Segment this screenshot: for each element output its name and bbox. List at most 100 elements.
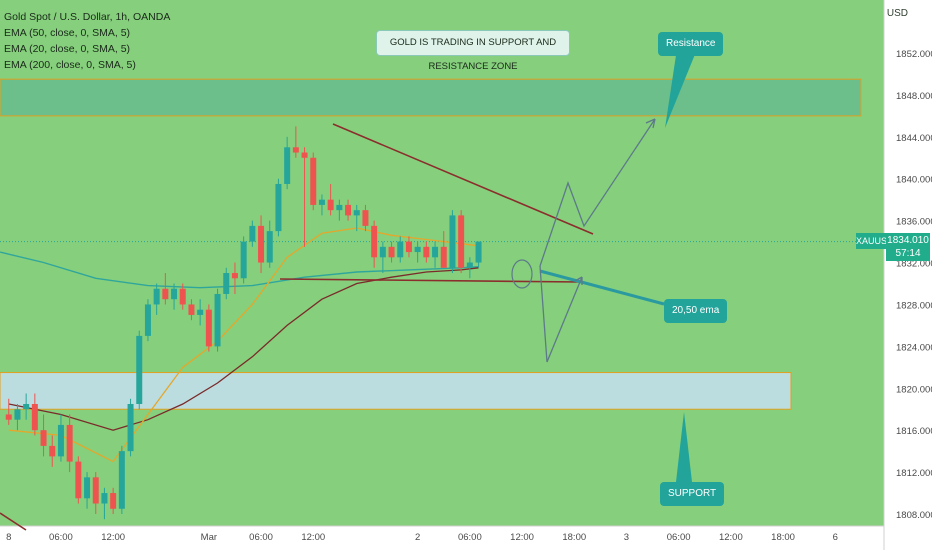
candle-up <box>379 246 386 258</box>
time-tick: 06:00 <box>49 532 73 543</box>
time-tick: Mar <box>201 532 217 543</box>
resistance-zone <box>0 78 862 117</box>
candle-down <box>327 199 334 211</box>
candle-down <box>388 246 395 258</box>
time-tick: 06:00 <box>458 532 482 543</box>
candle-down <box>49 445 56 457</box>
candle-down <box>423 246 430 258</box>
candle-up <box>475 241 482 263</box>
bearish-arrowhead <box>574 276 583 285</box>
headline-note[interactable]: GOLD IS TRADING IN SUPPORT AND RESISTANC… <box>376 30 570 72</box>
candle-up <box>153 288 160 305</box>
indicator-ema-20[interactable]: EMA (20, close, 0, SMA, 5) <box>4 43 131 55</box>
candle-up <box>432 246 439 258</box>
candle-down <box>75 461 82 499</box>
price-tick: 1852.000 <box>896 49 932 60</box>
price-tick: 1844.000 <box>896 133 932 144</box>
price-badge: 1834.010 57:14 <box>886 233 930 261</box>
candle-up <box>353 210 360 216</box>
price-tick: 1840.000 <box>896 175 932 186</box>
symbol-badge: XAUUSD <box>856 233 894 249</box>
resistance-pointer <box>665 42 700 128</box>
ema-callout[interactable]: 20,50 ema <box>664 299 728 323</box>
currency-label[interactable]: USD <box>886 8 908 19</box>
bearish-projection <box>539 265 583 363</box>
candle-up <box>23 403 30 410</box>
candle-down <box>440 246 447 268</box>
support-pointer <box>676 412 692 482</box>
candle-up <box>223 273 230 294</box>
support-trendline <box>279 278 583 283</box>
time-tick: 12:00 <box>510 532 534 543</box>
last-price: 1834.010 <box>887 235 929 246</box>
price-tick: 1832.000 <box>896 259 932 270</box>
bar-countdown: 57:14 <box>895 248 921 259</box>
price-tick: 1812.000 <box>896 468 932 479</box>
time-tick: 6 <box>833 532 838 543</box>
price-tick: 1820.000 <box>896 384 932 395</box>
candle-down <box>258 225 265 263</box>
time-tick: 12:00 <box>301 532 325 543</box>
time-tick: 18:00 <box>562 532 586 543</box>
candle-down <box>345 204 352 216</box>
time-tick: 12:00 <box>101 532 125 543</box>
resistance-callout[interactable]: Resistance <box>658 32 724 56</box>
support-zone <box>0 372 792 410</box>
descending-trendline <box>332 123 594 235</box>
candle-down <box>40 430 47 446</box>
candle-down <box>301 152 308 158</box>
candle-up <box>84 477 91 499</box>
price-tick: 1808.000 <box>896 510 932 521</box>
bullish-projection <box>539 118 656 267</box>
price-tick: 1828.000 <box>896 300 932 311</box>
candle-up <box>127 403 134 452</box>
ema-pointer <box>539 269 665 306</box>
candle-down <box>162 288 169 300</box>
candle-down <box>92 477 99 504</box>
indicator-ema-50[interactable]: EMA (50, close, 0, SMA, 5) <box>4 27 131 39</box>
highlight-circle <box>511 259 533 289</box>
candle-up <box>144 304 151 336</box>
candle-up <box>284 147 291 184</box>
candle-down <box>66 424 73 462</box>
candle-up <box>266 231 273 263</box>
candle-up <box>171 288 178 300</box>
time-tick: 06:00 <box>667 532 691 543</box>
price-tick: 1848.000 <box>896 91 932 102</box>
candle-up <box>136 335 143 404</box>
support-callout[interactable]: SUPPORT <box>660 482 725 506</box>
old-trendline <box>0 512 27 531</box>
candle-down <box>310 157 317 205</box>
time-axis-panel <box>0 526 884 550</box>
ema50-line <box>8 267 479 431</box>
time-tick: 12:00 <box>719 532 743 543</box>
ema200-line <box>0 251 479 289</box>
candle-up <box>214 293 221 347</box>
time-tick: 18:00 <box>771 532 795 543</box>
candle-down <box>31 403 38 431</box>
candle-up <box>240 241 247 279</box>
time-tick: 2 <box>415 532 420 543</box>
indicator-ema-200[interactable]: EMA (200, close, 0, SMA, 5) <box>4 59 136 71</box>
candle-up <box>57 424 64 457</box>
candle-down <box>179 288 186 305</box>
price-tick: 1836.000 <box>896 217 932 228</box>
price-tick: 1816.000 <box>896 426 932 437</box>
candle-down <box>205 309 212 347</box>
candle-up <box>14 409 21 420</box>
candle-down <box>458 215 465 268</box>
time-tick: 06:00 <box>249 532 273 543</box>
candle-down <box>110 493 117 509</box>
candle-down <box>292 147 299 153</box>
candle-up <box>101 493 108 504</box>
candle-down <box>5 414 12 420</box>
candle-up <box>397 241 404 258</box>
candle-up <box>318 199 325 205</box>
candle-up <box>449 215 456 268</box>
candle-down <box>405 241 412 253</box>
chart-legend: Gold Spot / U.S. Dollar, 1h, OANDA EMA (… <box>4 9 170 73</box>
symbol-title[interactable]: Gold Spot / U.S. Dollar, 1h, OANDA <box>4 11 171 23</box>
candle-up <box>197 309 204 315</box>
